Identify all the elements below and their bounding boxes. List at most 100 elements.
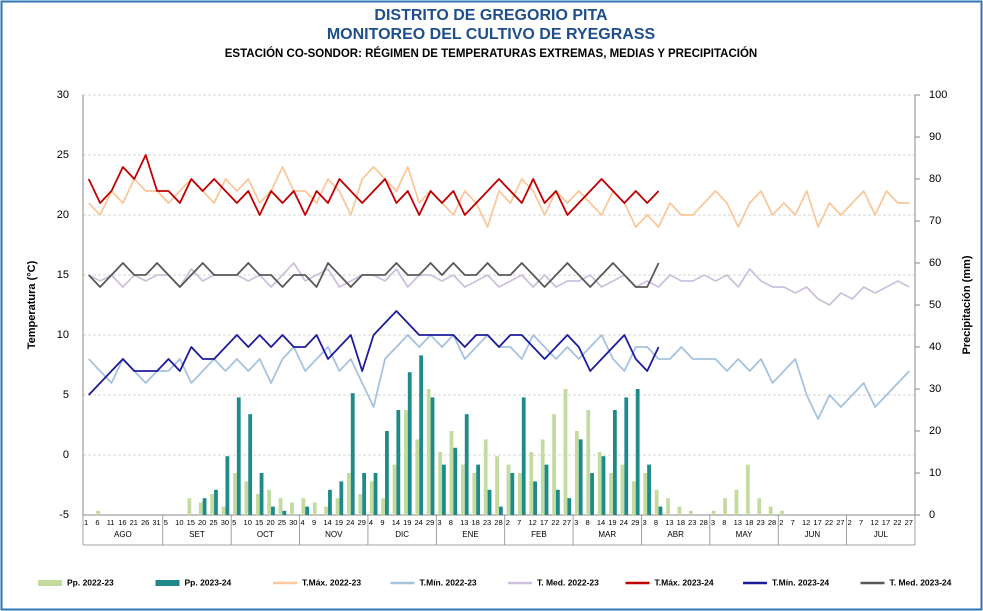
x-tick-label: 23 xyxy=(756,518,764,527)
legend-label: T.Máx. 2022-23 xyxy=(302,577,361,587)
x-tick-label: 17 xyxy=(882,518,890,527)
month-label: AGO xyxy=(114,530,132,539)
x-tick-label: 8 xyxy=(449,518,453,527)
month-label: DIC xyxy=(395,530,409,539)
x-tick-label: 9 xyxy=(380,518,384,527)
x-tick-label: 19 xyxy=(335,518,343,527)
bar xyxy=(233,473,237,515)
x-tick-label: 14 xyxy=(597,518,605,527)
bar xyxy=(449,431,454,515)
bar xyxy=(244,481,249,515)
bar xyxy=(723,498,727,515)
bar xyxy=(578,439,583,515)
x-tick-label: 7 xyxy=(859,518,863,527)
bar xyxy=(407,372,412,515)
x-tick-label: 30 xyxy=(289,518,297,527)
x-tick-label: 25 xyxy=(209,518,217,527)
bar xyxy=(483,439,488,515)
month-label: MAR xyxy=(598,530,616,539)
x-tick-label: 8 xyxy=(654,518,658,527)
bar xyxy=(620,464,625,515)
bar xyxy=(225,456,230,515)
bar xyxy=(780,510,784,515)
x-tick-label: 22 xyxy=(893,518,901,527)
bar xyxy=(745,464,750,515)
legend-label: T.Máx. 2023-24 xyxy=(655,577,714,587)
legend-label: T.Mín. 2023-24 xyxy=(772,577,829,587)
x-tick-label: 28 xyxy=(494,518,502,527)
x-tick-label: 6 xyxy=(95,518,99,527)
bar xyxy=(236,397,241,515)
line xyxy=(88,262,660,288)
x-tick-label: 15 xyxy=(255,518,263,527)
month-label: JUL xyxy=(874,530,889,539)
bar xyxy=(347,473,351,515)
bar xyxy=(301,498,306,515)
x-tick-label: 29 xyxy=(358,518,366,527)
bar xyxy=(654,489,659,515)
x-tick-label: 19 xyxy=(608,518,616,527)
y2-axis-label: Precipitación (mm) xyxy=(961,255,973,354)
x-tick-label: 4 xyxy=(369,518,373,527)
month-label: OCT xyxy=(257,530,274,539)
y2-tick-label: 20 xyxy=(929,425,941,437)
x-tick-label: 18 xyxy=(677,518,685,527)
x-tick-label: 1 xyxy=(84,518,88,527)
legend-label: Pp. 2022-23 xyxy=(67,577,114,587)
bar xyxy=(521,397,526,515)
bar xyxy=(305,506,310,515)
y-tick-label: 25 xyxy=(57,149,69,161)
x-tick-label: 7 xyxy=(517,518,521,527)
bar xyxy=(267,489,272,515)
legend-swatch xyxy=(155,580,180,586)
y-tick-label: 0 xyxy=(63,449,69,461)
y2-tick-label: 50 xyxy=(929,299,941,311)
bar xyxy=(328,489,332,515)
x-tick-label: 16 xyxy=(118,518,126,527)
bar xyxy=(563,389,568,515)
y2-tick-label: 10 xyxy=(929,467,941,479)
bar xyxy=(442,464,446,515)
month-label: JUN xyxy=(805,530,821,539)
bar xyxy=(426,389,431,515)
x-tick-label: 18 xyxy=(472,518,480,527)
bar xyxy=(472,473,477,515)
bar xyxy=(476,464,481,515)
y-tick-label: 5 xyxy=(63,389,69,401)
bar xyxy=(271,506,275,515)
bar xyxy=(358,494,363,515)
bar xyxy=(590,473,594,515)
y2-tick-label: 60 xyxy=(929,257,941,269)
bar xyxy=(517,473,522,515)
bar xyxy=(96,510,101,515)
legend-label: T. Med. 2022-23 xyxy=(537,577,599,587)
y2-tick-label: 80 xyxy=(929,173,941,185)
bar xyxy=(555,489,560,515)
x-tick-label: 24 xyxy=(415,518,423,527)
bar xyxy=(187,498,192,515)
bar xyxy=(312,502,317,515)
y2-tick-label: 40 xyxy=(929,341,941,353)
bar xyxy=(597,452,602,515)
x-tick-label: 3 xyxy=(574,518,578,527)
y-tick-label: -5 xyxy=(59,509,69,521)
bar xyxy=(350,393,355,515)
bar xyxy=(635,389,640,515)
bar xyxy=(487,489,492,515)
x-tick-label: 5 xyxy=(164,518,168,527)
chart-subtitle: ESTACIÓN CO-SONDOR: RÉGIMEN DE TEMPERATU… xyxy=(225,47,757,60)
x-tick-label: 13 xyxy=(734,518,742,527)
bar xyxy=(392,464,397,515)
x-tick-label: 2 xyxy=(506,518,510,527)
x-tick-label: 8 xyxy=(722,518,726,527)
bar xyxy=(609,473,613,515)
legend-label: T.Mín. 2022-23 xyxy=(420,577,477,587)
bar xyxy=(544,464,549,515)
bar xyxy=(757,498,762,515)
bar xyxy=(506,464,511,515)
x-tick-label: 22 xyxy=(551,518,559,527)
bar xyxy=(540,439,545,515)
x-tick-label: 2 xyxy=(848,518,852,527)
bar xyxy=(647,464,651,515)
